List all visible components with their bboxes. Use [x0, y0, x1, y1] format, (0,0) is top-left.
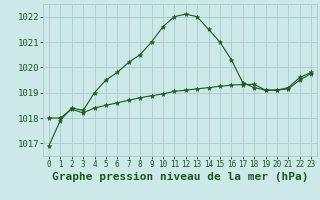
X-axis label: Graphe pression niveau de la mer (hPa): Graphe pression niveau de la mer (hPa) — [52, 172, 308, 182]
